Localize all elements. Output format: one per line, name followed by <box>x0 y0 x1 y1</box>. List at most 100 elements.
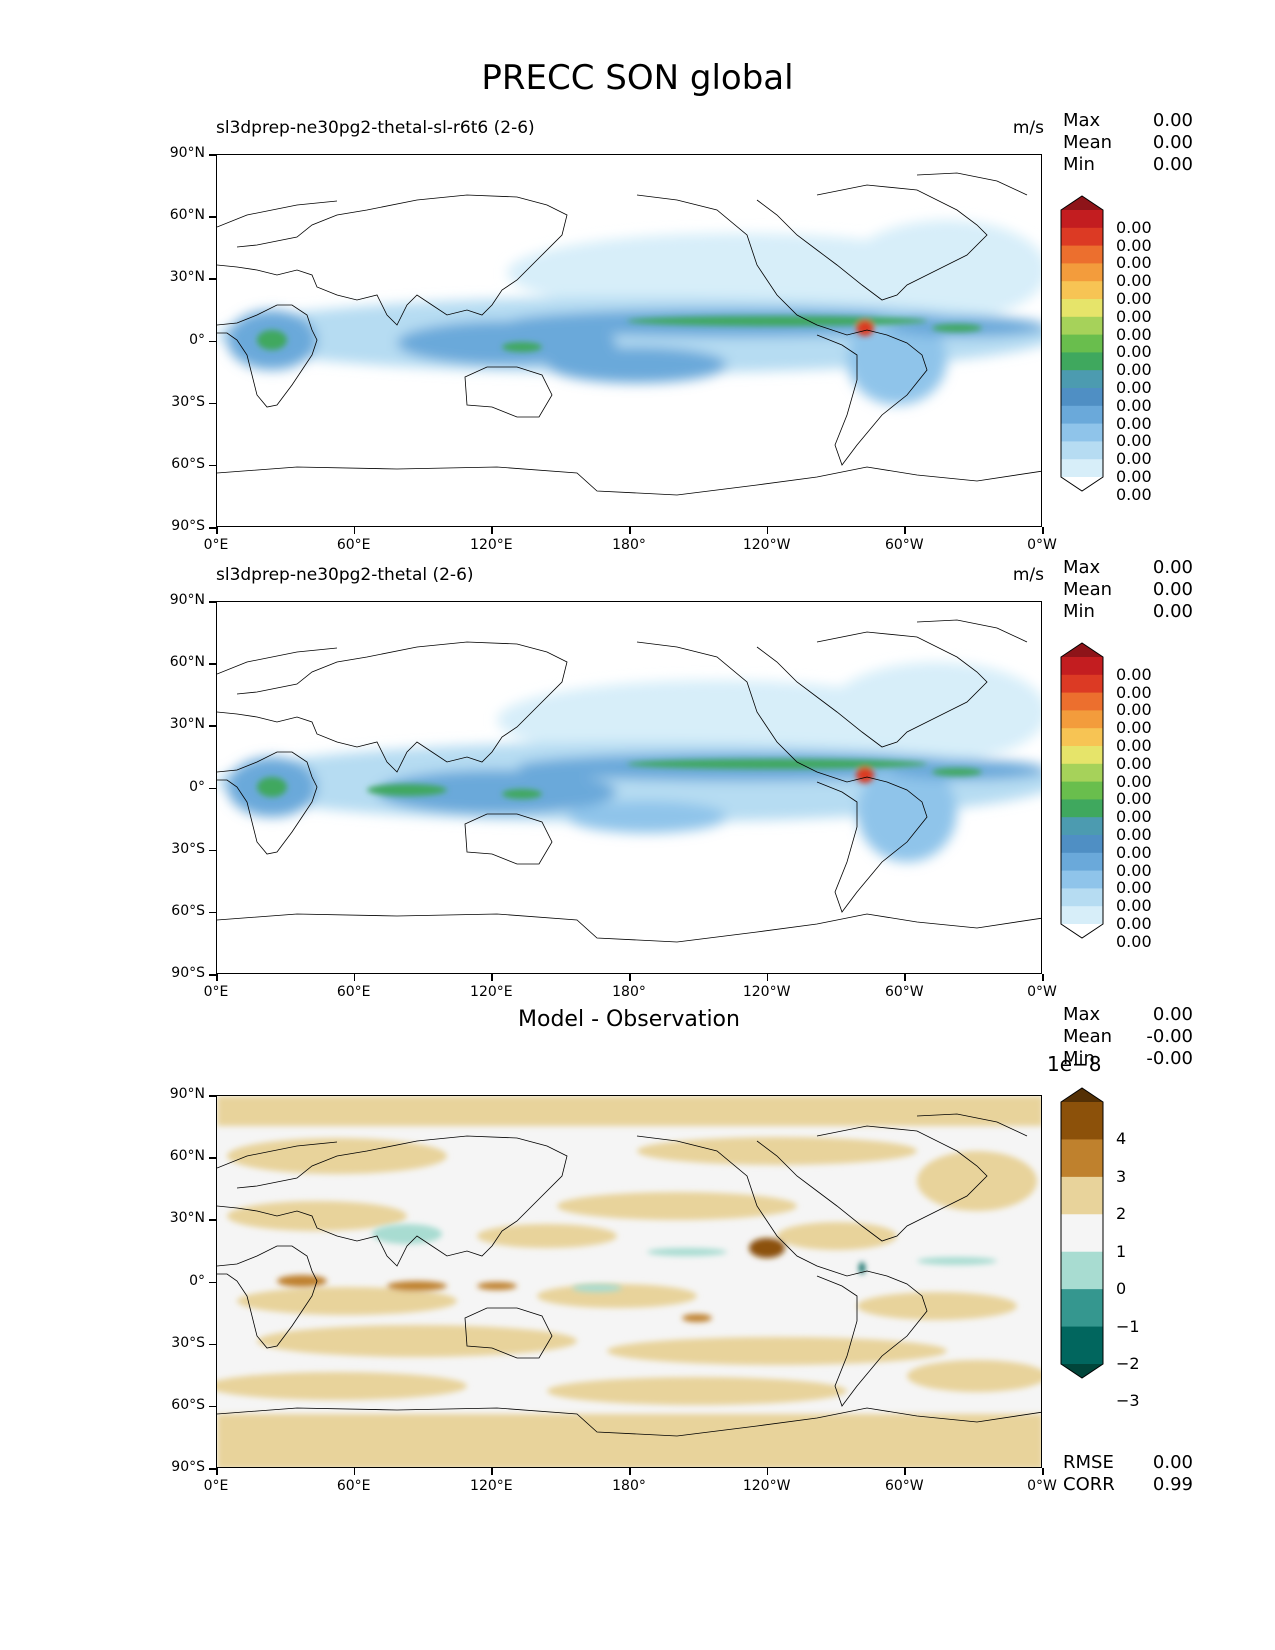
colorbar-extend-max <box>1061 1088 1103 1102</box>
diff-patch <box>607 1337 947 1365</box>
x-tick-label: 180° <box>612 1478 646 1494</box>
y-tick-label: 30°S <box>171 1334 205 1351</box>
colorbar-tick-label: 0.00 <box>1116 682 1152 702</box>
x-tick-mark <box>353 1468 356 1475</box>
colorbar-segment <box>1061 906 1103 925</box>
colorbar-extend-min <box>1061 1364 1103 1378</box>
x-tick-label: 120°W <box>742 1478 791 1494</box>
y-tick-label: 90°N <box>169 1086 205 1102</box>
colorbar-tick-label: 0.00 <box>1116 842 1152 862</box>
colorbar-tick-label: 0.00 <box>1116 484 1152 504</box>
colorbar-tick-label: 0.00 <box>1116 378 1152 397</box>
x-tick-label: 180° <box>612 984 646 1000</box>
diff-patch <box>907 1360 1041 1392</box>
colorbar-tick-label: −2 <box>1116 1354 1140 1373</box>
diff-patch <box>227 1201 407 1231</box>
precip-band-amazon <box>847 315 947 405</box>
x-tick-mark <box>491 974 493 981</box>
diff-positive <box>647 1248 727 1256</box>
x-tick-mark <box>766 1468 769 1475</box>
precip-core-atl <box>932 324 982 332</box>
y-tick-mark <box>209 1219 216 1221</box>
diff-map-svg <box>217 1096 1041 1467</box>
x-tick-mark <box>629 1468 631 1475</box>
colorbar-segment <box>1061 370 1103 389</box>
y-tick-label: 90°N <box>169 145 205 161</box>
y-tick-label: 60°N <box>169 654 205 671</box>
y-tick-label: 30°S <box>171 840 205 857</box>
y-tick-mark <box>209 787 216 789</box>
x-tick-label: 180° <box>612 537 646 553</box>
colorbar-segment <box>1061 441 1103 460</box>
x-tick-mark <box>353 527 356 534</box>
diff-negative <box>277 1275 327 1287</box>
x-tick-mark <box>904 974 906 981</box>
y-tick-mark <box>209 216 216 218</box>
y-tick-mark <box>209 663 216 665</box>
y-tick-mark <box>209 1343 216 1346</box>
colorbar-tick-label: 0.00 <box>1116 253 1152 273</box>
x-tick-mark <box>629 527 631 534</box>
figure-suptitle: PRECC SON global <box>481 58 794 98</box>
diff-patch <box>777 1222 897 1250</box>
y-tick-mark <box>209 1405 216 1408</box>
colorbar-segment <box>1061 352 1103 371</box>
diff-patch <box>637 1137 917 1165</box>
stat-min: Min 0.00 <box>1063 601 1193 622</box>
x-tick-mark <box>904 1468 906 1475</box>
colorbar-segment <box>1061 405 1103 425</box>
x-tick-mark <box>216 1468 218 1475</box>
precip-core-itcz <box>627 316 927 326</box>
y-tick-label: 90°N <box>169 592 205 608</box>
colorbar-segment <box>1061 245 1103 264</box>
diff-negative <box>387 1281 447 1291</box>
colorbar-tick-label: 0.00 <box>1116 395 1152 415</box>
y-tick-mark <box>209 1095 216 1097</box>
x-tick-label: 60°E <box>336 984 371 1000</box>
colorbar-segment <box>1061 1102 1103 1140</box>
coastlines <box>217 619 1041 943</box>
stats-box: Max 0.00 Mean -0.00 Min -0.00 <box>1063 1004 1193 1070</box>
precip-band-maritime <box>397 321 617 365</box>
colorbar-tick-label: 0.00 <box>1116 825 1152 844</box>
diff-negative <box>477 1282 517 1290</box>
colorbar-extend-max <box>1061 643 1103 657</box>
precip-band-maritime <box>377 770 617 814</box>
colorbar-tick-label: 0 <box>1116 1279 1127 1299</box>
x-tick-label: 120°E <box>470 537 513 553</box>
colorbar-tick-label: 0.00 <box>1116 467 1152 486</box>
x-tick-mark <box>766 974 769 981</box>
stat-corr: CORR 0.99 <box>1063 1474 1193 1495</box>
panel-title: sl3dprep-ne30pg2-thetal (2-6) <box>216 565 474 585</box>
coastlines <box>217 1113 1041 1437</box>
colorbar-extend-min <box>1061 924 1103 938</box>
diff-positive <box>917 1257 997 1265</box>
precip-core-atl <box>932 768 982 776</box>
diff-patch <box>477 1224 617 1248</box>
y-tick-label: 30°N <box>169 716 205 733</box>
colorbar-tick-label: 4 <box>1116 1129 1127 1149</box>
x-tick-label: 60°E <box>336 537 371 553</box>
stat-mean: Mean 0.00 <box>1063 132 1193 153</box>
diff-patch <box>557 1192 797 1220</box>
x-tick-label: 120°W <box>742 984 791 1000</box>
stat-max: Max 0.00 <box>1063 110 1193 131</box>
diff-band-arctic <box>217 1096 1041 1126</box>
precip-band-spcz <box>567 801 727 833</box>
precip-band-north-atlantic <box>827 662 1041 762</box>
colorbar-outline <box>1060 195 1104 492</box>
stat-min: Min 0.00 <box>1063 154 1193 175</box>
colorbar-tick-label: 0.00 <box>1116 449 1152 469</box>
colorbar-segment <box>1061 227 1103 247</box>
y-tick-label: 0° <box>189 1272 205 1289</box>
x-tick-label: 120°E <box>470 1478 513 1494</box>
diff-positive <box>572 1284 622 1292</box>
diff-negative <box>682 1314 712 1322</box>
x-tick-mark <box>216 974 218 981</box>
colorbar-tick-label: 0.00 <box>1116 914 1152 933</box>
colorbar-tick-label: 3 <box>1116 1166 1127 1186</box>
y-tick-mark <box>209 601 216 603</box>
colorbar-tick-label: 0.00 <box>1116 771 1152 791</box>
y-tick-label: 60°N <box>169 1148 205 1165</box>
colorbar-segment <box>1061 728 1103 747</box>
